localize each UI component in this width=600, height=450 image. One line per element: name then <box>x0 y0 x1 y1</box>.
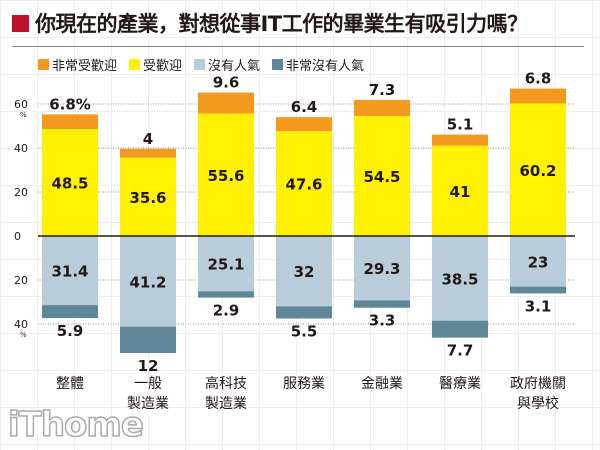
data-label: 5.9 <box>57 322 84 340</box>
data-label: 6.8% <box>49 95 91 113</box>
bar-受歡迎 <box>276 131 332 236</box>
bar-非常受歡迎 <box>510 88 566 104</box>
data-label: 3.3 <box>369 312 396 330</box>
legend-label: 受歡迎 <box>143 59 183 74</box>
data-label: 5.5 <box>291 323 318 341</box>
x-category-label: 整體 <box>56 376 84 392</box>
data-label: 6.8 <box>525 70 552 88</box>
data-label: 41.2 <box>129 273 166 291</box>
x-category-label: 醫療業 <box>439 375 481 392</box>
bar-非常沒有人氣 <box>120 326 176 354</box>
data-label: 9.6 <box>213 74 240 92</box>
legend-item: 非常受歡迎 <box>38 55 117 74</box>
bar-受歡迎 <box>354 116 410 236</box>
data-label: 55.6 <box>207 167 244 185</box>
bar-沒有人氣 <box>510 236 566 287</box>
data-label: 47.6 <box>285 176 322 194</box>
y-unit-label: % <box>20 111 27 119</box>
bar-受歡迎 <box>510 103 566 236</box>
bar-非常沒有人氣 <box>198 291 254 298</box>
bar-非常受歡迎 <box>42 114 98 130</box>
data-label: 2.9 <box>213 302 240 320</box>
x-category-label: 服務業 <box>283 376 325 392</box>
bar-非常受歡迎 <box>432 134 488 146</box>
x-category-label: 與學校 <box>517 395 559 412</box>
y-tick-label: 20 <box>14 274 28 287</box>
legend-swatch <box>194 59 206 70</box>
data-label: 32 <box>294 263 315 281</box>
data-label: 41 <box>450 183 471 201</box>
data-label: 5.1 <box>447 116 474 134</box>
y-tick-label: 40 <box>14 318 28 331</box>
bar-非常受歡迎 <box>198 92 254 114</box>
x-category-label: 一般 <box>134 376 162 392</box>
bar-沒有人氣 <box>354 236 410 301</box>
legend-item: 沒有人氣 <box>194 55 260 74</box>
y-tick-label: 0 <box>14 230 21 243</box>
data-label: 4 <box>143 130 153 148</box>
bar-沒有人氣 <box>276 236 332 307</box>
data-label: 12 <box>138 357 159 375</box>
legend-label: 非常沒有人氣 <box>286 59 365 74</box>
bar-非常沒有人氣 <box>510 286 566 294</box>
bar-非常受歡迎 <box>120 148 176 158</box>
bar-沒有人氣 <box>42 236 98 306</box>
bar-非常沒有人氣 <box>276 306 332 319</box>
title-text: 你現在的產業，對想從事IT工作的畢業生有吸引力嗎？ <box>35 12 528 36</box>
x-category-label: 政府機關 <box>510 376 566 392</box>
bar-受歡迎 <box>42 129 98 236</box>
y-unit-label: % <box>20 331 27 339</box>
bar-沒有人氣 <box>432 236 488 321</box>
title-divider <box>12 46 584 47</box>
y-tick-label: 60 <box>14 98 28 111</box>
legend-swatch <box>129 59 141 70</box>
legend-item: 受歡迎 <box>129 55 182 74</box>
data-label: 29.3 <box>363 260 400 278</box>
chart-title: 你現在的產業，對想從事IT工作的畢業生有吸引力嗎？ <box>12 8 528 38</box>
bar-受歡迎 <box>432 145 488 236</box>
data-label: 7.7 <box>447 342 474 360</box>
bar-受歡迎 <box>120 157 176 236</box>
legend-swatch <box>38 59 49 70</box>
bar-沒有人氣 <box>198 236 254 292</box>
bar-受歡迎 <box>198 113 254 236</box>
bar-非常受歡迎 <box>354 100 410 117</box>
data-label: 31.4 <box>51 263 88 281</box>
data-label: 60.2 <box>519 162 556 180</box>
legend-label: 沒有人氣 <box>208 59 261 74</box>
legend: 非常受歡迎 受歡迎 沒有人氣 非常沒有人氣 <box>38 55 364 74</box>
bar-沒有人氣 <box>120 236 176 327</box>
data-label: 25.1 <box>207 256 244 274</box>
bar-非常沒有人氣 <box>354 300 410 308</box>
data-label: 38.5 <box>441 270 478 288</box>
bar-非常沒有人氣 <box>42 305 98 319</box>
data-label: 6.4 <box>291 98 318 116</box>
data-label: 7.3 <box>369 81 396 99</box>
y-tick-label: 20 <box>14 186 28 199</box>
x-category-label: 製造業 <box>127 396 169 412</box>
x-category-label: 高科技 <box>205 375 247 392</box>
x-category-label: 金融業 <box>361 376 403 392</box>
data-label: 3.1 <box>525 297 552 315</box>
data-label: 48.5 <box>51 175 88 193</box>
data-label: 23 <box>528 253 549 271</box>
legend-item: 非常沒有人氣 <box>272 55 364 74</box>
data-label: 54.5 <box>363 168 400 186</box>
y-tick-label: 40 <box>14 142 28 155</box>
bar-非常沒有人氣 <box>432 320 488 338</box>
legend-swatch <box>272 59 284 70</box>
ithome-logo: iThome <box>7 404 144 446</box>
x-category-label: 製造業 <box>205 396 247 412</box>
title-marker <box>12 14 29 32</box>
legend-label: 非常受歡迎 <box>52 59 118 74</box>
data-label: 35.6 <box>129 189 166 207</box>
bar-非常受歡迎 <box>276 117 332 132</box>
